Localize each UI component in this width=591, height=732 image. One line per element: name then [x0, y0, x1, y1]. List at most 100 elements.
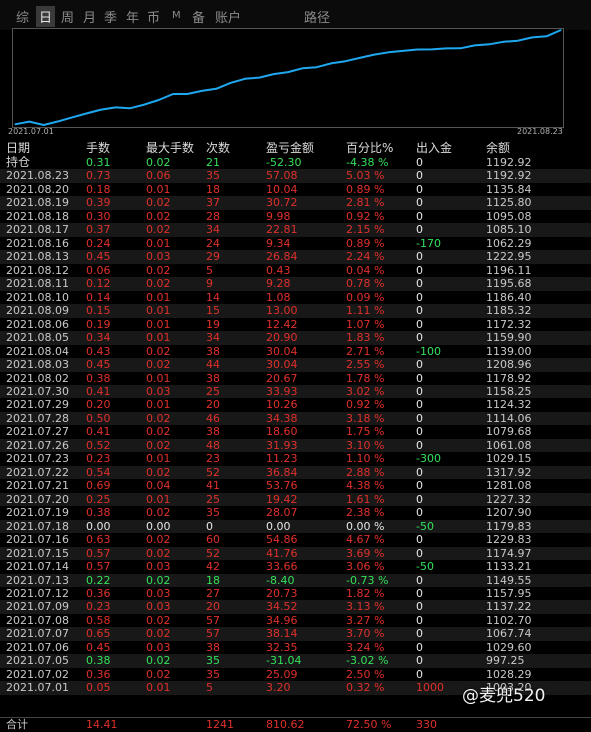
table-row[interactable]: 2021.08.16 0.24 0.01 24 9.34 0.89 % -170 1062.2… [0, 237, 591, 250]
table-row[interactable]: 2021.08.05 0.34 0.01 34 20.90 1.83 % 0 1159.90 [0, 331, 591, 345]
cell-count: 14 [206, 290, 220, 304]
cell-max: 0.02 [146, 654, 171, 668]
cell-lots: 0.18 [86, 182, 111, 196]
table-row[interactable]: 2021.08.06 0.19 0.01 19 12.42 1.07 % 0 1172.32 [0, 318, 591, 331]
table-row[interactable]: 2021.08.20 0.18 0.01 18 10.04 0.89 % 0 1135.84 [0, 183, 591, 196]
cell-date: 2021.07.26 [6, 438, 69, 452]
table-row[interactable]: 2021.07.26 0.52 0.02 48 31.93 3.10 % 0 1061.08 [0, 438, 591, 453]
cell-flow: 0 [416, 277, 423, 291]
table-row[interactable]: 2021.07.30 0.41 0.03 25 33.93 3.02 % 0 1158.25 [0, 384, 591, 399]
cell-max: 0.02 [146, 438, 171, 452]
cell-pnl: 20.73 [266, 587, 298, 600]
table-row[interactable]: 2021.08.04 0.43 0.02 38 30.04 2.71 % -100 1139.… [0, 345, 591, 358]
table-row[interactable]: 2021.08.11 0.12 0.02 9 9.28 0.78 % 0 1195.68 [0, 277, 591, 291]
cell-date: 2021.07.18 [6, 519, 69, 533]
cell-count: 9 [206, 277, 213, 291]
cell-date: 2021.08.03 [6, 358, 69, 372]
cell-pct: 3.70 % [346, 627, 385, 641]
table-row[interactable]: 2021.07.22 0.54 0.02 52 36.84 2.88 % 0 1317.92 [0, 465, 591, 480]
table-row[interactable]: 2021.07.13 0.22 0.02 18 -8.40 -0.73 % 0 1149.55 [0, 573, 591, 587]
table-row[interactable]: 2021.07.05 0.38 0.02 35 -31.04 -3.02 % 0 997.25 [0, 654, 591, 668]
cell-bal: 1124.32 [486, 398, 532, 412]
tab-5[interactable]: 年 [126, 11, 140, 26]
cell-count: 46 [206, 411, 220, 425]
cell-date: 2021.07.14 [6, 560, 69, 574]
table-row[interactable]: 2021.08.23 0.73 0.06 35 57.08 5.03 % 0 1192.92 [0, 169, 591, 183]
table-row[interactable]: 2021.08.13 0.45 0.03 29 26.84 2.24 % 0 1222.95 [0, 250, 591, 264]
cell-lots: 0.52 [86, 438, 111, 452]
table-row[interactable]: 2021.08.02 0.38 0.01 38 20.67 1.78 % 0 1178.92 [0, 372, 591, 385]
tab-8[interactable]: 备 [192, 11, 206, 26]
table-row[interactable]: 2021.07.19 0.38 0.02 35 28.07 2.38 % 0 1207.90 [0, 506, 591, 519]
equity-point-10 [158, 99, 160, 101]
cell-bal: 1137.22 [486, 600, 532, 614]
table-row[interactable]: 2021.08.12 0.06 0.02 5 0.43 0.04 % 0 1196.11 [0, 264, 591, 277]
cell-lots: 0.20 [86, 398, 111, 412]
table-row[interactable]: 2021.07.02 0.36 0.02 35 25.09 2.50 % 0 1028.29 [0, 668, 591, 681]
table-row[interactable]: 2021.07.18 0.00 0.00 0 0.00 0.00 % -50 1179.83 [0, 519, 591, 534]
cell-bal: 1222.95 [486, 250, 532, 264]
table-row[interactable]: 2021.07.14 0.57 0.03 42 33.66 3.06 % -50 1133.2… [0, 560, 591, 573]
table-row[interactable]: 2021.07.27 0.41 0.02 38 18.60 1.75 % 0 1079.68 [0, 425, 591, 438]
table-row[interactable]: 2021.08.17 0.37 0.02 34 22.81 2.15 % 0 1085.10 [0, 223, 591, 237]
table-row[interactable]: 2021.07.28 0.50 0.02 46 34.38 3.18 % 0 1114.06 [0, 411, 591, 426]
tab-6[interactable]: 币 [147, 11, 161, 26]
cell-count: 35 [206, 169, 220, 183]
table-row[interactable]: 2021.07.29 0.20 0.01 20 10.26 0.92 % 0 1124.32 [0, 398, 591, 411]
cell-lots: 0.73 [86, 169, 111, 183]
cell-date: 持仓 [6, 155, 31, 169]
table-row[interactable]: 2021.07.15 0.57 0.02 52 41.76 3.69 % 0 1174.97 [0, 546, 591, 561]
table-row[interactable]: 持仓 0.31 0.02 21 -52.30 -4.38 % 0 1192.92 [0, 155, 591, 169]
table-row[interactable]: 2021.08.10 0.14 0.01 14 1.08 0.09 % 0 1186.40 [0, 291, 591, 304]
cell-max: 0.02 [146, 533, 171, 547]
cell-count: 35 [206, 667, 220, 681]
cell-count: 38 [206, 640, 220, 654]
cell-lots: 0.43 [86, 344, 111, 358]
cell-flow: 0 [416, 613, 423, 627]
tab-1[interactable]: 日 [36, 6, 56, 27]
table-row[interactable]: 2021.07.06 0.45 0.03 38 32.35 3.24 % 0 1029.60 [0, 641, 591, 654]
tab-4[interactable]: 季 [104, 11, 118, 26]
table-row[interactable]: 2021.08.09 0.15 0.01 15 13.00 1.11 % 0 1185.32 [0, 304, 591, 318]
cell-pnl: 57.08 [266, 169, 298, 183]
table-row[interactable]: 2021.07.08 0.58 0.02 57 34.96 3.27 % 0 1102.70 [0, 614, 591, 627]
tab-9[interactable]: 账户 [215, 11, 242, 26]
cell-bal: 1158.25 [486, 384, 532, 398]
equity-point-29 [431, 48, 433, 50]
cell-flow: 0 [416, 465, 423, 479]
cell-lots: 0.14 [86, 290, 111, 304]
tab-3[interactable]: 月 [83, 11, 97, 26]
cell-pct: 3.02 % [346, 384, 385, 398]
table-row[interactable]: 2021.08.19 0.39 0.02 37 30.72 2.81 % 0 1125.80 [0, 196, 591, 210]
cell-pct: 2.81 % [346, 196, 385, 210]
table-row[interactable]: 2021.07.16 0.63 0.02 60 54.86 4.67 % 0 1229.83 [0, 533, 591, 546]
table-row[interactable]: 2021.07.07 0.65 0.02 57 38.14 3.70 % 0 1067.74 [0, 627, 591, 641]
cell-flow: 0 [416, 640, 423, 654]
cell-count: 38 [206, 371, 220, 385]
table-row[interactable]: 2021.08.18 0.30 0.02 28 9.98 0.92 % 0 1095.08 [0, 210, 591, 223]
tab-10[interactable]: 路径 [304, 11, 331, 26]
cell-max: 0.01 [146, 492, 171, 506]
table-row[interactable]: 2021.07.12 0.36 0.03 27 20.73 1.82 % 0 1157.95 [0, 587, 591, 600]
cell-lots: 0.36 [86, 667, 111, 681]
equity-point-37 [546, 35, 548, 37]
table-row[interactable]: 2021.07.21 0.69 0.04 41 53.76 4.38 % 0 1281.08 [0, 479, 591, 492]
cell-flow: 0 [416, 667, 423, 681]
cell-lots: 0.38 [86, 371, 111, 385]
cell-pct: 0.92 % [346, 398, 385, 412]
table-row[interactable]: 2021.07.23 0.23 0.01 23 11.23 1.10 % -300 1029.… [0, 452, 591, 465]
table-row[interactable]: 2021.08.03 0.45 0.02 44 30.04 2.55 % 0 1208.96 [0, 358, 591, 372]
cell-max: 0.06 [146, 169, 171, 183]
cell-pct: 1.78 % [346, 371, 385, 385]
equity-point-34 [502, 41, 505, 43]
cell-max: 0.02 [146, 209, 171, 223]
tab-2[interactable]: 周 [61, 11, 75, 26]
tab-7[interactable]: M [172, 10, 181, 21]
table-row[interactable]: 2021.07.09 0.23 0.03 20 34.52 3.13 % 0 1137.22 [0, 600, 591, 614]
cell-max: 0.03 [146, 640, 171, 654]
cell-pct: 2.50 % [346, 667, 385, 681]
table-row[interactable]: 2021.07.20 0.25 0.01 25 19.42 1.61 % 0 1227.32 [0, 492, 591, 507]
table-row[interactable]: 2021.07.01 0.05 0.01 5 3.20 0.32 % 1000 1003.20 [0, 681, 591, 695]
tab-0[interactable]: 综 [16, 11, 30, 26]
cell-flow: 0 [416, 371, 423, 385]
